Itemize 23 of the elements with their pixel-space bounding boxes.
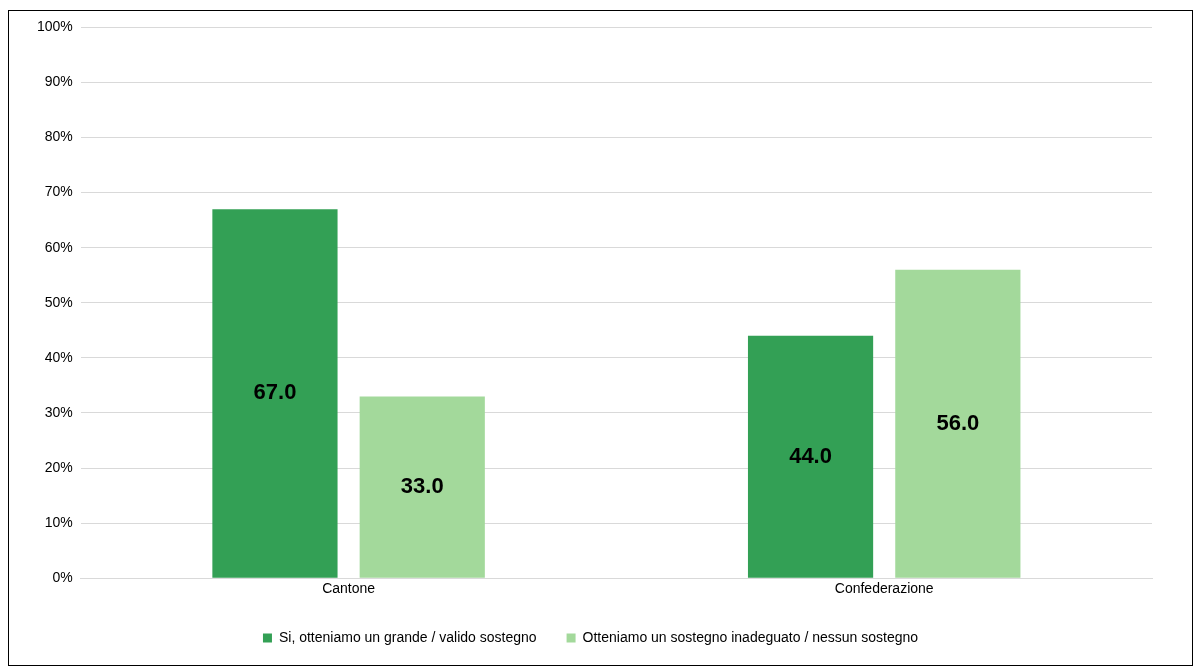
y-tick-label: 10%: [44, 513, 73, 530]
bar: [212, 209, 338, 578]
y-tick-label: 80%: [44, 128, 73, 145]
data-label: 33.0: [400, 473, 444, 499]
y-tick-label: 60%: [44, 238, 73, 255]
y-tick-label: 0%: [52, 569, 73, 586]
bar: [747, 335, 874, 578]
legend-label: Si, otteniamo un grande / valido sostegno: [278, 628, 537, 645]
y-tick-label: 90%: [44, 73, 73, 90]
y-tick-label: 50%: [44, 293, 73, 310]
bar: [895, 269, 1021, 578]
x-tick-label: Cantone: [322, 580, 376, 597]
y-tick-label: 100%: [36, 18, 73, 35]
legend-label: Otteniamo un sostegno inadeguato / nessun sostegno: [582, 628, 919, 645]
data-label: 56.0: [936, 409, 980, 435]
bar: [359, 396, 485, 578]
data-label: 44.0: [789, 442, 832, 468]
x-tick-label: Confederazione: [834, 580, 934, 597]
y-tick-label: 70%: [44, 183, 73, 200]
data-label: 67.0: [253, 379, 297, 405]
y-tick-label: 20%: [44, 458, 73, 475]
y-tick-label: 30%: [44, 403, 73, 420]
y-tick-label: 40%: [44, 348, 73, 365]
